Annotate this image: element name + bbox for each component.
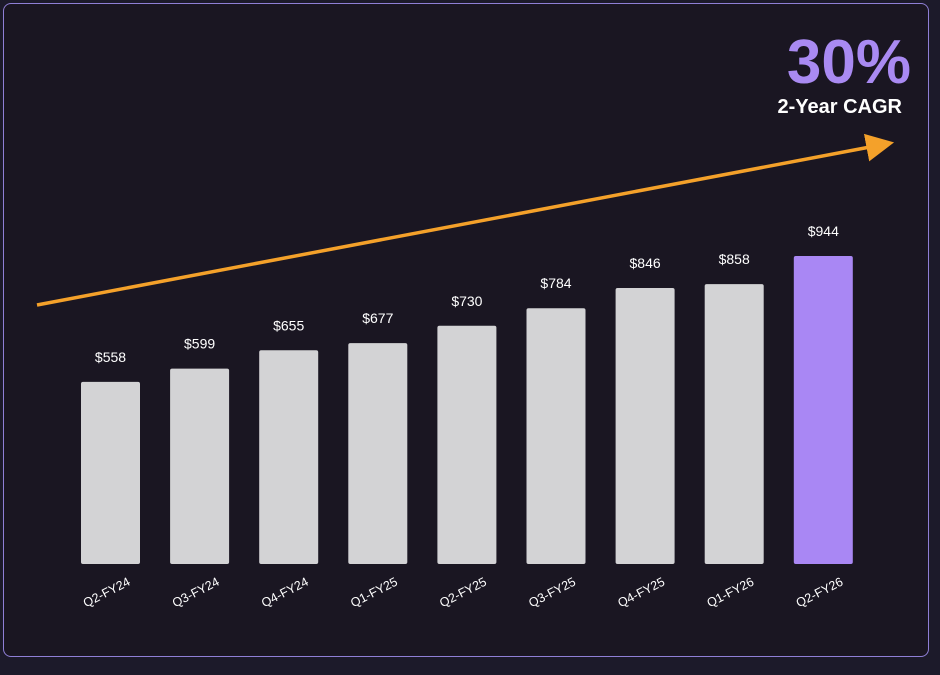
x-tick-label: Q2-FY25 <box>437 575 489 611</box>
x-tick-label: Q1-FY25 <box>348 575 400 611</box>
x-tick-label: Q2-FY24 <box>81 575 133 611</box>
x-tick-label: Q3-FY25 <box>526 575 578 611</box>
cagr-label: 2-Year CAGR <box>777 96 903 118</box>
value-label: $677 <box>362 310 393 326</box>
bar-q1-fy26 <box>704 284 764 564</box>
bar-q1-fy25 <box>348 343 408 564</box>
value-label: $558 <box>95 349 126 365</box>
bar-q4-fy25 <box>615 288 675 564</box>
bar-q3-fy25 <box>526 308 586 564</box>
value-label: $944 <box>808 223 839 239</box>
value-label: $846 <box>630 255 661 271</box>
value-label: $858 <box>719 251 750 267</box>
value-label: $784 <box>540 275 571 291</box>
value-label: $655 <box>273 317 304 333</box>
x-tick-label: Q4-FY25 <box>616 575 668 611</box>
trend-arrow <box>36 133 895 307</box>
bar-q2-fy25 <box>437 325 497 564</box>
bar-q2-fy26 <box>793 256 853 564</box>
revenue-bar-chart: $558 Q2-FY24 $599 Q3-FY24 $655 Q4-FY24 $677 Q1-… <box>36 133 895 611</box>
value-label: $730 <box>451 293 482 309</box>
bar-q3-fy24 <box>170 368 230 564</box>
bar-q2-fy24 <box>81 381 140 564</box>
value-label: $599 <box>184 336 215 352</box>
chart-panel: $558 Q2-FY24 $599 Q3-FY24 $655 Q4-FY24 $677 Q1-… <box>3 3 929 657</box>
x-tick-label: Q4-FY24 <box>259 575 311 611</box>
x-tick-label: Q1-FY26 <box>705 575 757 611</box>
bar-q4-fy24 <box>259 350 319 564</box>
x-tick-label: Q3-FY24 <box>170 575 222 611</box>
cagr-value: 30% <box>786 28 911 97</box>
x-tick-label: Q2-FY26 <box>794 575 846 611</box>
